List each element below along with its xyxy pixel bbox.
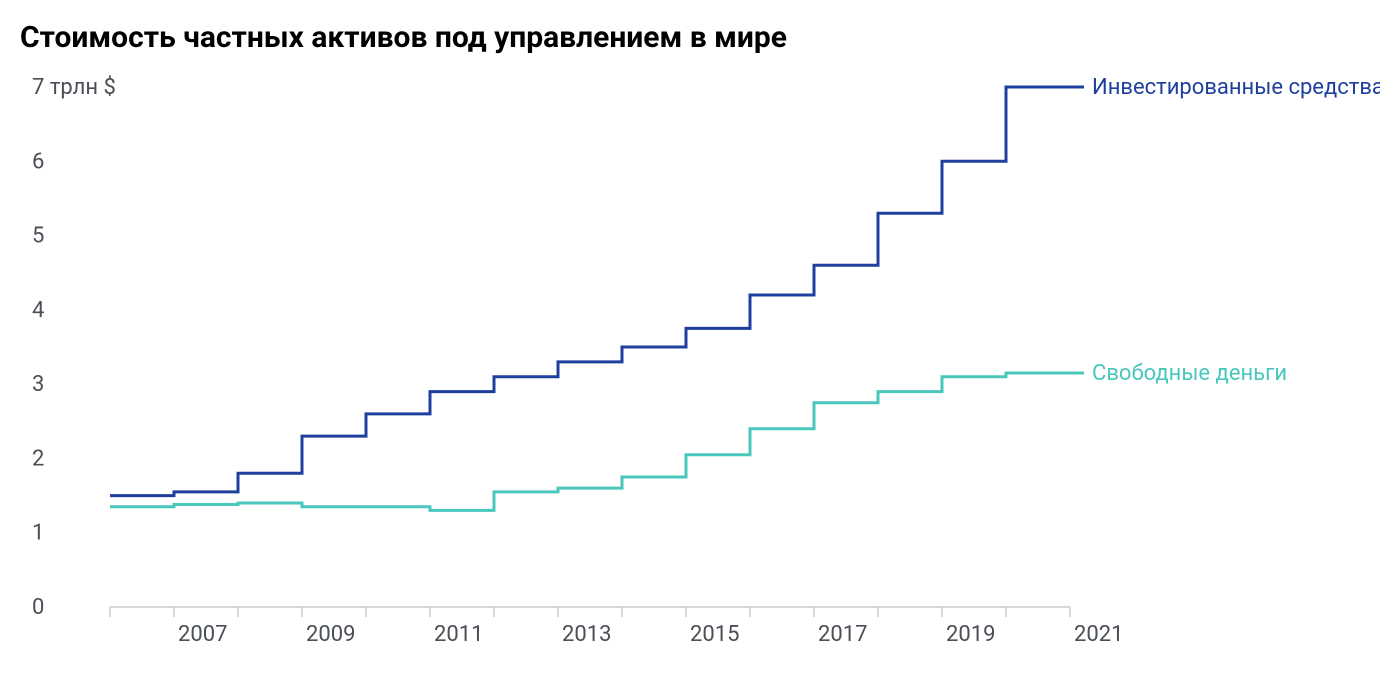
y-tick-label: 6 bbox=[32, 149, 44, 174]
chart-svg: 0 1 2 3 4 5 6 7 трлн $ 2007 2009 2011 2013 2015 2017 2… bbox=[20, 67, 1380, 667]
x-tick-label: 2007 bbox=[178, 622, 227, 647]
y-tick-label: 3 bbox=[32, 372, 44, 397]
x-tick-label: 2021 bbox=[1074, 622, 1123, 647]
chart: 0 1 2 3 4 5 6 7 трлн $ 2007 2009 2011 2013 2015 2017 2… bbox=[20, 67, 1380, 667]
y-tick-label: 2 bbox=[32, 446, 44, 471]
series-line-dry_powder bbox=[110, 373, 1070, 510]
series-label-dry_powder: Свободные деньги bbox=[1092, 361, 1287, 386]
y-tick-label: 4 bbox=[32, 298, 44, 323]
series-line-invested bbox=[110, 87, 1070, 496]
x-tick-label: 2015 bbox=[690, 622, 739, 647]
x-tick-label: 2017 bbox=[818, 622, 867, 647]
x-tick-label: 2011 bbox=[434, 622, 483, 647]
x-tick-label: 2009 bbox=[306, 622, 355, 647]
y-tick-label: 7 трлн $ bbox=[32, 75, 116, 100]
chart-title: Стоимость частных активов под управление… bbox=[20, 20, 1380, 55]
y-tick-label: 0 bbox=[32, 595, 44, 620]
x-tick-label: 2013 bbox=[562, 622, 611, 647]
y-tick-label: 5 bbox=[32, 224, 44, 249]
series-label-invested: Инвестированные средства bbox=[1092, 75, 1380, 100]
x-tick-label: 2019 bbox=[946, 622, 995, 647]
y-tick-label: 1 bbox=[32, 521, 44, 546]
